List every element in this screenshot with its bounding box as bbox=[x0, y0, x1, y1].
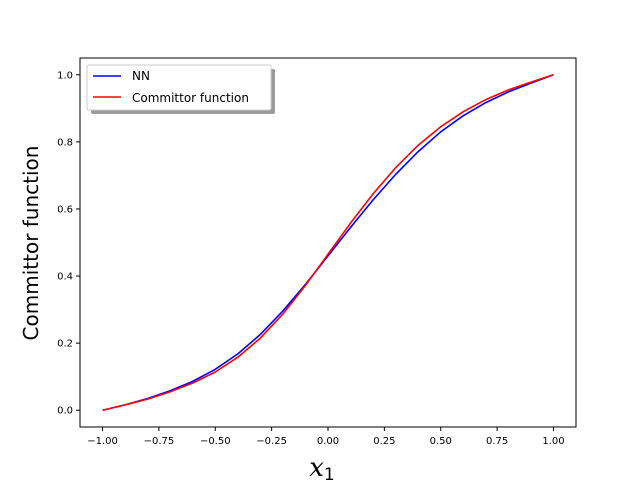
y-tick-label: 0.4 bbox=[57, 272, 73, 283]
y-tick-label: 0.0 bbox=[57, 406, 73, 417]
x-tick-label: 0.75 bbox=[486, 436, 508, 447]
x-tick-label: 0.00 bbox=[317, 436, 339, 447]
x-tick-label: 0.25 bbox=[373, 436, 395, 447]
legend-label-committor-function: Committor function bbox=[132, 91, 249, 105]
x-tick-label: −0.50 bbox=[200, 436, 231, 447]
legend-label-nn: NN bbox=[132, 69, 150, 83]
y-tick-label: 1.0 bbox=[57, 70, 73, 81]
y-tick-label: 0.8 bbox=[57, 137, 73, 148]
legend: NN Committor function bbox=[86, 64, 275, 114]
series-line-committor-function bbox=[102, 74, 554, 412]
x-axis-label: x1 bbox=[309, 453, 335, 480]
x-tick-label: −0.75 bbox=[144, 436, 175, 447]
y-tick-label: 0.2 bbox=[57, 339, 73, 350]
x-axis-label-main: x bbox=[309, 453, 324, 480]
x-tick-label: 1.00 bbox=[542, 436, 564, 447]
series-line-nn bbox=[102, 74, 554, 412]
y-axis-label: Committor function bbox=[19, 146, 43, 341]
series-lines bbox=[102, 74, 554, 412]
x-tick-label: −0.25 bbox=[256, 436, 287, 447]
x-axis-ticks: −1.00 −0.75 −0.50 −0.25 0.00 0.25 0.50 0.75 1.00 bbox=[87, 427, 565, 447]
legend-box bbox=[86, 64, 272, 111]
y-tick-label: 0.6 bbox=[57, 204, 73, 215]
y-axis-ticks: 0.0 0.2 0.4 0.6 0.8 1.0 bbox=[57, 70, 80, 417]
x-tick-label: 0.50 bbox=[430, 436, 452, 447]
x-axis-label-subscript: 1 bbox=[324, 465, 335, 480]
x-tick-label: −1.00 bbox=[87, 436, 118, 447]
